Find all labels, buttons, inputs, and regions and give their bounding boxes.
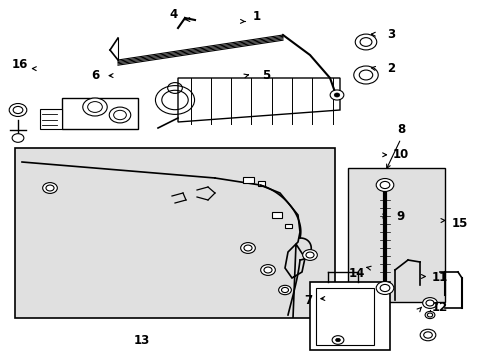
- Circle shape: [422, 298, 436, 309]
- Text: 3: 3: [386, 28, 394, 41]
- Bar: [62, 98, 138, 129]
- Circle shape: [424, 311, 434, 319]
- Circle shape: [379, 181, 389, 189]
- Text: 11: 11: [431, 271, 447, 284]
- Circle shape: [264, 267, 271, 273]
- Circle shape: [9, 104, 27, 117]
- Circle shape: [302, 249, 317, 260]
- Circle shape: [375, 179, 393, 192]
- Circle shape: [423, 332, 431, 338]
- Text: 1: 1: [252, 10, 260, 23]
- Bar: [309, 282, 389, 350]
- Bar: [40, 109, 62, 129]
- Circle shape: [329, 90, 343, 100]
- Circle shape: [46, 185, 54, 191]
- Circle shape: [82, 98, 107, 116]
- Circle shape: [244, 245, 251, 251]
- Bar: [15, 148, 334, 318]
- Text: 8: 8: [396, 123, 404, 136]
- Text: 14: 14: [348, 267, 365, 280]
- Text: 10: 10: [392, 148, 408, 161]
- Bar: [347, 168, 444, 302]
- Bar: [271, 212, 281, 218]
- Circle shape: [331, 336, 343, 344]
- Bar: [243, 176, 253, 183]
- Circle shape: [375, 282, 393, 294]
- Circle shape: [13, 107, 23, 113]
- Circle shape: [359, 38, 371, 46]
- Circle shape: [419, 329, 435, 341]
- Circle shape: [354, 34, 376, 50]
- Circle shape: [109, 107, 130, 123]
- Circle shape: [305, 252, 313, 258]
- Circle shape: [427, 313, 432, 317]
- Circle shape: [281, 287, 288, 293]
- Text: 6: 6: [91, 69, 99, 82]
- Text: 12: 12: [431, 301, 447, 314]
- Circle shape: [379, 284, 389, 292]
- Bar: [258, 181, 265, 186]
- Text: 5: 5: [262, 69, 270, 82]
- Circle shape: [278, 285, 291, 295]
- Text: 13: 13: [133, 334, 150, 347]
- Circle shape: [240, 243, 255, 253]
- Circle shape: [334, 93, 339, 97]
- Text: 9: 9: [396, 210, 404, 222]
- Circle shape: [260, 265, 275, 275]
- Circle shape: [42, 183, 57, 193]
- Bar: [315, 288, 373, 345]
- Text: 15: 15: [450, 217, 467, 230]
- Text: 4: 4: [169, 8, 177, 21]
- Text: 7: 7: [304, 294, 311, 307]
- Circle shape: [425, 300, 433, 306]
- Circle shape: [359, 70, 372, 80]
- Bar: [285, 224, 291, 228]
- Text: 2: 2: [386, 62, 394, 75]
- Circle shape: [113, 110, 126, 120]
- Circle shape: [335, 338, 340, 342]
- Circle shape: [353, 66, 377, 84]
- Circle shape: [87, 102, 102, 112]
- Circle shape: [12, 134, 24, 142]
- Text: 16: 16: [11, 58, 28, 71]
